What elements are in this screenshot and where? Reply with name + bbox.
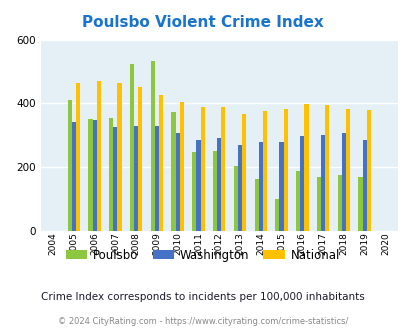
Bar [358,178,362,231]
Text: © 2024 CityRating.com - https://www.cityrating.com/crime-statistics/: © 2024 CityRating.com - https://www.city… [58,317,347,326]
Bar [171,112,175,231]
Bar [200,107,204,231]
Bar [109,118,113,231]
Bar [117,83,121,231]
Bar [68,100,72,231]
Bar [254,179,258,231]
Bar [362,140,366,231]
Bar [316,177,320,231]
Bar [258,142,262,231]
Bar [324,105,328,231]
Bar [154,126,159,231]
Bar [134,126,138,231]
Bar [237,145,241,231]
Bar [304,104,308,231]
Bar [341,133,345,231]
Bar [192,152,196,231]
Legend: Poulsbo, Washington, National: Poulsbo, Washington, National [61,244,344,266]
Bar [337,175,341,231]
Bar [283,109,287,231]
Bar [96,81,100,231]
Bar [179,102,183,231]
Bar [76,82,80,231]
Bar [366,110,370,231]
Bar [150,61,154,231]
Bar [175,133,179,231]
Bar [92,120,96,231]
Bar [233,166,237,231]
Bar [130,63,134,231]
Bar [159,95,163,231]
Bar [113,127,117,231]
Bar [295,171,300,231]
Bar [300,136,304,231]
Bar [241,114,246,231]
Bar [279,142,283,231]
Bar [217,139,221,231]
Bar [196,140,200,231]
Bar [88,119,92,231]
Bar [221,107,225,231]
Text: Crime Index corresponds to incidents per 100,000 inhabitants: Crime Index corresponds to incidents per… [41,292,364,302]
Bar [345,109,349,231]
Bar [320,135,324,231]
Bar [262,111,266,231]
Bar [213,151,217,231]
Bar [72,122,76,231]
Text: Poulsbo Violent Crime Index: Poulsbo Violent Crime Index [82,15,323,30]
Bar [138,87,142,231]
Bar [275,199,279,231]
